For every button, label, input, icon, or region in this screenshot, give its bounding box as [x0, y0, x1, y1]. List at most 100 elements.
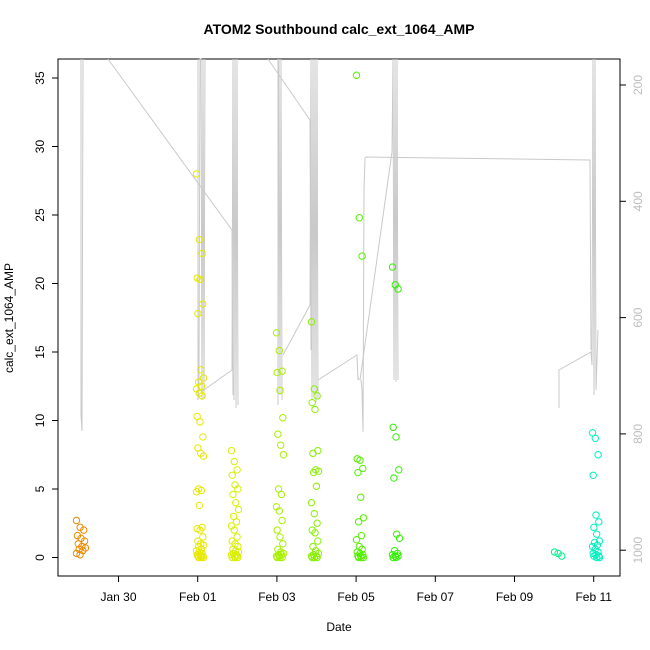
data-point — [192, 488, 201, 496]
data-point — [274, 430, 282, 438]
profile-line — [80, 58, 84, 432]
data-point — [595, 537, 604, 545]
y-right-tick-label: 400 — [631, 191, 645, 211]
data-point — [234, 553, 242, 562]
data-point — [199, 533, 207, 541]
data-point — [389, 423, 397, 432]
data-point — [308, 553, 316, 562]
data-point — [197, 486, 206, 495]
data-point — [196, 526, 204, 534]
x-tick-label: Feb 05 — [337, 590, 375, 604]
axes: 0 5 10 15 20 25 30 35 200 400 600 800 1000 Jan 30 Feb … — [33, 71, 645, 604]
data-point — [394, 552, 402, 560]
data-point — [230, 526, 239, 534]
data-point — [308, 398, 316, 407]
data-point — [357, 493, 365, 501]
data-point — [357, 553, 366, 562]
data-point — [357, 531, 366, 540]
data-point — [354, 553, 363, 562]
data-point — [278, 516, 286, 525]
data-point — [589, 471, 597, 479]
data-point — [199, 374, 208, 382]
y-tick-label: 20 — [33, 277, 47, 291]
data-point — [277, 441, 285, 449]
data-point — [355, 214, 363, 222]
data-point — [199, 452, 208, 460]
data-point — [273, 553, 281, 562]
y-tick-label: 15 — [33, 345, 47, 359]
data-point — [558, 552, 566, 560]
data-point — [76, 551, 84, 559]
y-right-tick-label: 600 — [631, 307, 645, 327]
data-point — [310, 553, 318, 562]
data-point — [310, 509, 318, 518]
data-point — [233, 533, 241, 541]
data-point — [279, 540, 287, 548]
data-point — [314, 467, 323, 475]
data-point — [72, 549, 81, 558]
data-point — [278, 367, 286, 375]
profile-line — [200, 58, 239, 409]
data-point — [232, 499, 240, 507]
x-tick-label: Jan 30 — [100, 590, 136, 604]
data-point — [359, 514, 368, 522]
profile-line — [197, 58, 206, 401]
data-point — [192, 170, 201, 178]
data-point — [389, 553, 397, 562]
data-point — [354, 518, 363, 526]
data-point — [198, 249, 206, 258]
y-tick-label: 0 — [33, 554, 47, 561]
data-point — [313, 553, 321, 562]
data-point — [276, 553, 284, 562]
profile-line — [317, 354, 360, 381]
data-point — [275, 507, 283, 515]
data-point — [388, 263, 397, 271]
data-point — [310, 385, 318, 393]
data-point — [595, 553, 604, 562]
data-point — [392, 553, 400, 562]
data-point — [392, 433, 400, 441]
y-right-tick-label: 800 — [631, 424, 645, 444]
data-point — [311, 405, 319, 414]
data-point — [277, 490, 286, 499]
data-point — [276, 533, 284, 541]
data-point — [275, 346, 283, 355]
data-point — [307, 318, 316, 326]
profile-traces — [80, 58, 599, 433]
y-tick-label: 10 — [33, 414, 47, 428]
data-point — [229, 490, 237, 499]
data-point — [195, 235, 204, 244]
y-tick-label: 30 — [33, 140, 47, 154]
data-point — [354, 468, 362, 477]
data-points — [72, 71, 604, 562]
data-point — [595, 518, 603, 526]
profile-line — [359, 58, 399, 383]
profile-line — [558, 58, 599, 408]
data-point — [194, 553, 203, 562]
data-point — [278, 553, 286, 562]
data-point — [227, 446, 236, 455]
data-point — [590, 523, 598, 532]
data-point — [352, 535, 361, 544]
y-right-tick-label: 200 — [631, 75, 645, 95]
profile-line — [282, 58, 319, 403]
x-tick-label: Feb 01 — [179, 590, 217, 604]
data-point — [356, 456, 364, 464]
data-point — [196, 418, 204, 426]
data-point — [197, 366, 205, 374]
data-point — [199, 541, 208, 549]
data-point — [309, 468, 318, 477]
data-point — [276, 386, 284, 395]
data-point — [279, 414, 287, 422]
data-point — [592, 511, 600, 519]
data-point — [594, 451, 602, 459]
data-point — [591, 434, 599, 443]
data-point — [228, 553, 236, 562]
data-point — [228, 471, 236, 479]
x-tick-label: Feb 11 — [575, 590, 612, 604]
data-point — [194, 309, 202, 318]
x-tick-label: Feb 03 — [258, 590, 296, 604]
x-axis-label: Date — [326, 620, 352, 634]
data-point — [234, 485, 242, 493]
data-point — [196, 275, 204, 284]
